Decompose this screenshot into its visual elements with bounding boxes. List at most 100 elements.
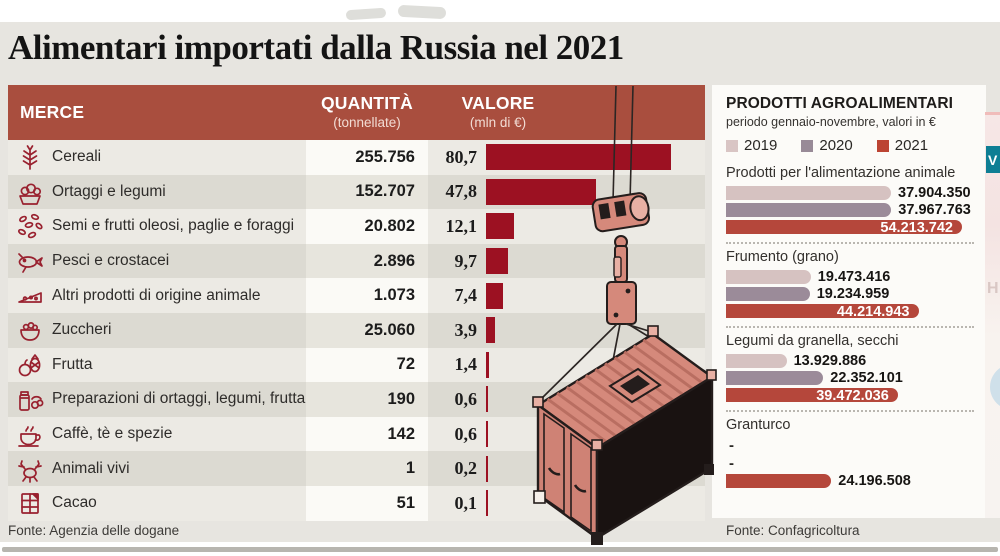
table-row: Zuccheri 25.060 3,9 — [8, 312, 705, 348]
year-bar-row: 44.214.943 — [726, 303, 974, 320]
row-label: Caffè, tè e spezie — [52, 425, 173, 443]
year-bar — [726, 203, 892, 217]
bar-value-label: 37.904.350 — [898, 185, 971, 201]
row-value: 0,1 — [454, 492, 478, 513]
value-bar — [486, 455, 488, 482]
bar-value-label: 19.234.959 — [816, 286, 890, 302]
video-badge[interactable]: V — [986, 146, 1000, 173]
group-label: Prodotti per l'alimentazione animale — [726, 165, 956, 181]
col-header-merce: MERCE — [20, 101, 85, 122]
row-value: 3,9 — [454, 319, 478, 340]
year-bar-row: 19.473.416 — [726, 269, 974, 286]
legend-swatch — [876, 139, 889, 152]
bar-value-label: 39.472.036 — [816, 388, 889, 404]
group-label: Frumento (grano) — [726, 249, 839, 265]
year-bar — [726, 186, 891, 200]
table-row: Cereali 255.756 80,7 — [8, 140, 705, 175]
row-label: Ortaggi e legumi — [52, 182, 166, 200]
year-bar — [726, 287, 810, 301]
coffee-icon — [18, 426, 41, 447]
row-quantity: 25.060 — [306, 312, 428, 348]
year-bar — [726, 371, 824, 385]
legend-item: 2019 — [726, 137, 777, 154]
table-row: Preparazioni di ortaggi, legumi, frutta 1… — [8, 382, 705, 417]
table-row: Altri prodotti di origine animale 1.073 7,… — [8, 278, 705, 313]
fish-icon — [18, 253, 43, 273]
table-row: Animali vivi 1 0,2 — [8, 451, 705, 486]
chart-group: Prodotti per l'alimentazione animale 37.9… — [726, 160, 974, 242]
chocolate-icon — [21, 493, 39, 515]
edge-circle-artifact — [990, 364, 1000, 410]
row-label: Altri prodotti di origine animale — [52, 286, 261, 304]
legend-swatch — [801, 139, 814, 152]
year-bar: 39.472.036 — [726, 388, 898, 404]
row-label: Frutta — [52, 355, 93, 373]
chart-groups: Prodotti per l'alimentazione animale 37.9… — [726, 160, 974, 496]
value-bar — [486, 248, 509, 275]
row-value: 9,7 — [454, 250, 478, 271]
watermark-mark — [397, 4, 447, 20]
year-bar: 54.213.742 — [726, 220, 962, 236]
col-header-valore: VALORE (mln di €) — [461, 93, 535, 130]
value-bar — [486, 351, 490, 378]
seeds-icon — [17, 214, 43, 239]
value-bar — [486, 282, 503, 309]
fruit-icon — [18, 354, 41, 377]
bottom-bar — [2, 547, 998, 552]
panel-subtitle: periodo gennaio-novembre, valori in € — [726, 115, 936, 129]
table-row: Cacao 51 0,1 — [8, 485, 705, 521]
table-header: MERCE QUANTITÀ (tonnellate) VALORE (mln … — [8, 85, 705, 140]
panel-title: PRODOTTI AGROALIMENTARI — [726, 95, 954, 112]
table-row: Caffè, tè e spezie 142 0,6 — [8, 416, 705, 452]
year-bar — [726, 354, 787, 368]
row-value: 0,6 — [454, 388, 478, 409]
year-bar-row: 37.904.350 — [726, 185, 974, 202]
year-bar-row: 19.234.959 — [726, 286, 974, 303]
value-bar — [486, 213, 514, 240]
year-bar-row: 24.196.508 — [726, 473, 974, 490]
row-label: Zuccheri — [52, 321, 112, 339]
chart-group: Granturco - - 24.196.508 — [726, 410, 974, 496]
year-bar-row: 22.352.101 — [726, 370, 974, 387]
row-quantity: 51 — [306, 485, 428, 521]
sugar-icon — [20, 322, 40, 342]
bar-value-label: 24.196.508 — [838, 473, 911, 489]
row-quantity: 152.707 — [306, 174, 428, 210]
year-bar — [726, 474, 832, 488]
bar-value-label: 22.352.101 — [830, 370, 903, 386]
row-value: 12,1 — [445, 215, 478, 236]
row-value: 0,2 — [454, 458, 478, 479]
import-table: MERCE QUANTITÀ (tonnellate) VALORE (mln … — [8, 85, 705, 521]
vegetables-icon — [19, 183, 42, 205]
value-bar — [486, 421, 488, 448]
bar-value-label: 44.214.943 — [836, 304, 910, 320]
row-label: Preparazioni di ortaggi, legumi, frutta — [52, 390, 306, 408]
row-label: Cereali — [52, 148, 102, 166]
wheat-icon — [22, 145, 38, 171]
group-label: Granturco — [726, 417, 791, 433]
bar-value-label: 37.967.763 — [898, 202, 971, 218]
table-row: Semi e frutti oleosi, paglie e foraggi 20… — [8, 209, 705, 244]
row-quantity: 1 — [306, 451, 428, 486]
row-value: 47,8 — [445, 181, 478, 202]
value-bar — [486, 144, 671, 171]
page-title: Alimentari importati dalla Russia nel 20… — [8, 28, 624, 67]
right-edge-overlay: H — [985, 112, 1000, 518]
watermark-mark — [345, 7, 387, 21]
agro-panel: PRODOTTI AGROALIMENTARI periodo gennaio-… — [712, 85, 986, 518]
row-value: 80,7 — [445, 146, 478, 167]
row-quantity: 255.756 — [306, 140, 428, 175]
year-bar — [726, 270, 811, 284]
year-bar-row: 39.472.036 — [726, 387, 974, 404]
value-bar — [486, 386, 488, 413]
bar-value-label: 13.929.886 — [793, 353, 867, 369]
no-data-dash: - — [729, 455, 734, 472]
cheese-icon — [18, 291, 42, 303]
chart-group: Legumi da granella, secchi 13.929.886 22.3… — [726, 326, 974, 410]
table-row: Ortaggi e legumi 152.707 47,8 — [8, 174, 705, 210]
row-quantity: 72 — [306, 347, 428, 383]
chart-legend: 2019 2020 2021 — [726, 137, 974, 154]
table-row: Frutta 72 1,4 — [8, 347, 705, 383]
value-bar — [486, 317, 495, 344]
